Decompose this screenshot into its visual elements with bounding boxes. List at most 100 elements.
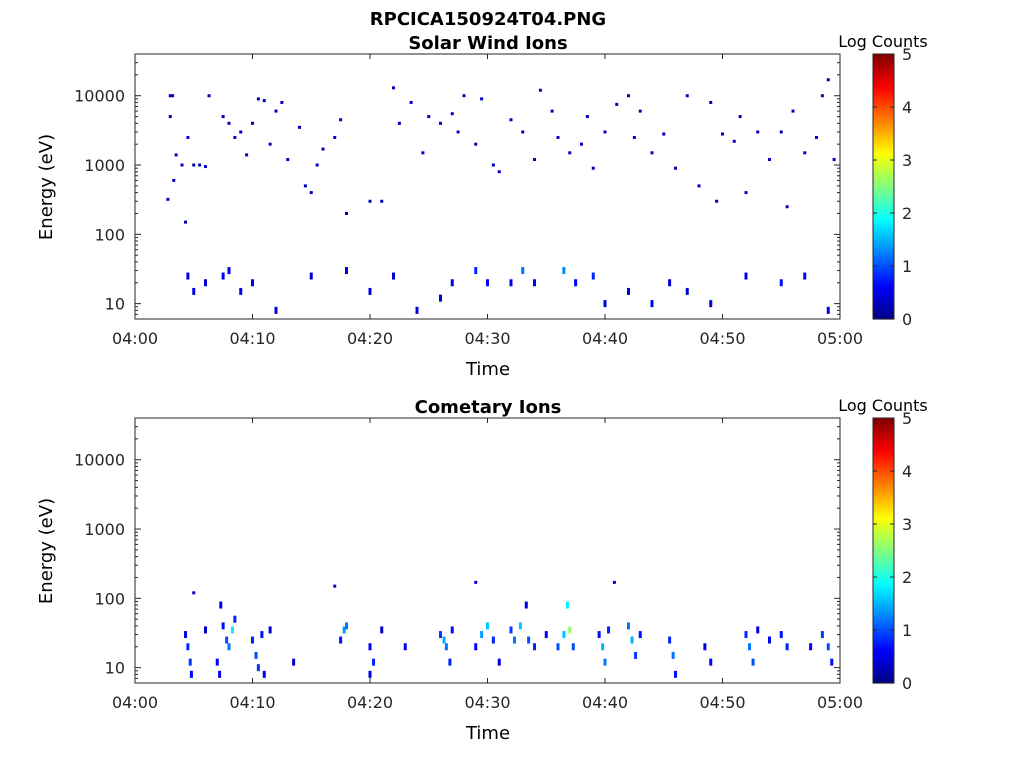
cometary-panel: Cometary Ions Log Counts Time Energy (eV… xyxy=(36,396,928,744)
heatmap-cell xyxy=(368,643,372,651)
heatmap-cell xyxy=(597,631,601,639)
colorbar-segment xyxy=(873,56,894,60)
colorbar-segment xyxy=(873,531,894,536)
x-axis-label: Time xyxy=(465,723,510,744)
heatmap-cell xyxy=(591,166,595,170)
colorbar-segment xyxy=(873,202,894,206)
colorbar-segment xyxy=(873,250,894,254)
colorbar-segment xyxy=(873,471,894,475)
heatmap-cell xyxy=(342,626,346,634)
heatmap-cell xyxy=(533,279,536,287)
colorbar-segment xyxy=(873,584,894,589)
heatmap-cell xyxy=(524,601,528,609)
colorbar-segment xyxy=(873,112,894,116)
colorbar-tick-label: 5 xyxy=(902,45,912,64)
colorbar-segment xyxy=(873,558,894,562)
heatmap-cell xyxy=(486,622,489,630)
colorbar-segment xyxy=(873,162,894,166)
colorbar-segment xyxy=(873,465,894,469)
colorbar-segment xyxy=(873,468,894,472)
heatmap-cell xyxy=(527,636,531,644)
colorbar-segment xyxy=(873,77,894,82)
heatmap-cell xyxy=(168,115,172,119)
colorbar-segment xyxy=(873,661,894,666)
heatmap-cell xyxy=(254,651,258,659)
colorbar-segment xyxy=(873,170,894,174)
heatmap-cell xyxy=(768,636,771,644)
colorbar-segment xyxy=(873,316,894,320)
colorbar-segment xyxy=(873,260,894,264)
colorbar-segment xyxy=(873,439,894,443)
x-tick-label: 05:00 xyxy=(817,329,863,348)
colorbar-segment xyxy=(873,271,894,275)
heatmap-cell xyxy=(207,94,211,98)
heatmap-cell xyxy=(779,631,783,639)
x-axis-label: Time xyxy=(465,359,510,380)
heatmap-cell xyxy=(215,658,219,666)
colorbar-segment xyxy=(873,497,894,501)
colorbar-frame xyxy=(872,53,895,320)
heatmap-cell xyxy=(744,272,748,280)
colorbar-segment xyxy=(873,228,894,233)
colorbar-segment xyxy=(873,236,894,241)
colorbar-segment xyxy=(873,191,894,196)
colorbar-segment xyxy=(873,165,894,169)
colorbar-segment xyxy=(873,149,894,153)
heatmap-cell xyxy=(627,287,630,295)
y-tick-label: 1000 xyxy=(84,520,125,539)
colorbar-segment xyxy=(873,463,894,467)
heatmap-cell xyxy=(715,199,719,203)
heatmap-cell xyxy=(638,109,642,113)
x-tick-label: 05:00 xyxy=(817,693,863,712)
heatmap-cell xyxy=(668,279,672,287)
heatmap-cell xyxy=(221,622,225,630)
colorbar: 0 1 2 3 4 5 xyxy=(872,409,912,693)
heatmap-cell xyxy=(612,580,616,584)
colorbar-segment xyxy=(873,234,894,238)
colorbar-segment xyxy=(873,489,894,493)
colorbar-segment xyxy=(873,669,894,673)
heatmap-cell xyxy=(518,622,522,630)
colorbar-segment xyxy=(873,444,894,448)
x-tick-label: 04:20 xyxy=(347,329,393,348)
colorbar-segment xyxy=(873,223,894,227)
colorbar-segment xyxy=(873,526,894,530)
heatmap-cell xyxy=(650,151,654,155)
heatmap-cell xyxy=(444,643,448,651)
heatmap-cell xyxy=(280,100,284,104)
colorbar-segment xyxy=(873,577,894,581)
heatmap-cell xyxy=(756,626,760,634)
x-tick-label: 04:30 xyxy=(464,693,510,712)
colorbar-segment xyxy=(873,175,894,180)
colorbar-segment xyxy=(873,141,894,145)
colorbar-segment xyxy=(873,648,894,652)
heatmap-cell xyxy=(221,115,225,119)
heatmap-cell xyxy=(392,86,395,90)
heatmap-cell xyxy=(830,658,834,666)
colorbar-segment xyxy=(873,85,894,90)
colorbar-segment xyxy=(873,218,894,222)
colorbar-segment xyxy=(873,566,894,570)
colorbar-segment xyxy=(873,547,894,552)
colorbar-segment xyxy=(873,545,894,549)
colorbar-segment xyxy=(873,109,894,113)
colorbar-segment xyxy=(873,555,894,560)
colorbar-segment xyxy=(873,186,894,190)
colorbar-segment xyxy=(873,473,894,477)
colorbar-segment xyxy=(873,289,894,294)
colorbar-segment xyxy=(873,452,894,456)
heatmap-cell xyxy=(480,631,484,639)
colorbar-segment xyxy=(873,210,894,214)
heatmap-cell xyxy=(630,636,634,644)
heatmap-cell xyxy=(562,267,566,275)
heatmap-cell xyxy=(809,643,813,651)
heatmap-cell xyxy=(744,631,748,639)
colorbar-segment xyxy=(873,659,894,663)
colorbar-segment xyxy=(873,539,894,544)
colorbar-segment xyxy=(873,54,894,58)
heatmap-cell xyxy=(632,135,636,139)
colorbar-segment xyxy=(873,494,894,499)
colorbar-segment xyxy=(873,476,894,480)
colorbar-segment xyxy=(873,529,894,533)
heatmap-cell xyxy=(697,184,701,188)
